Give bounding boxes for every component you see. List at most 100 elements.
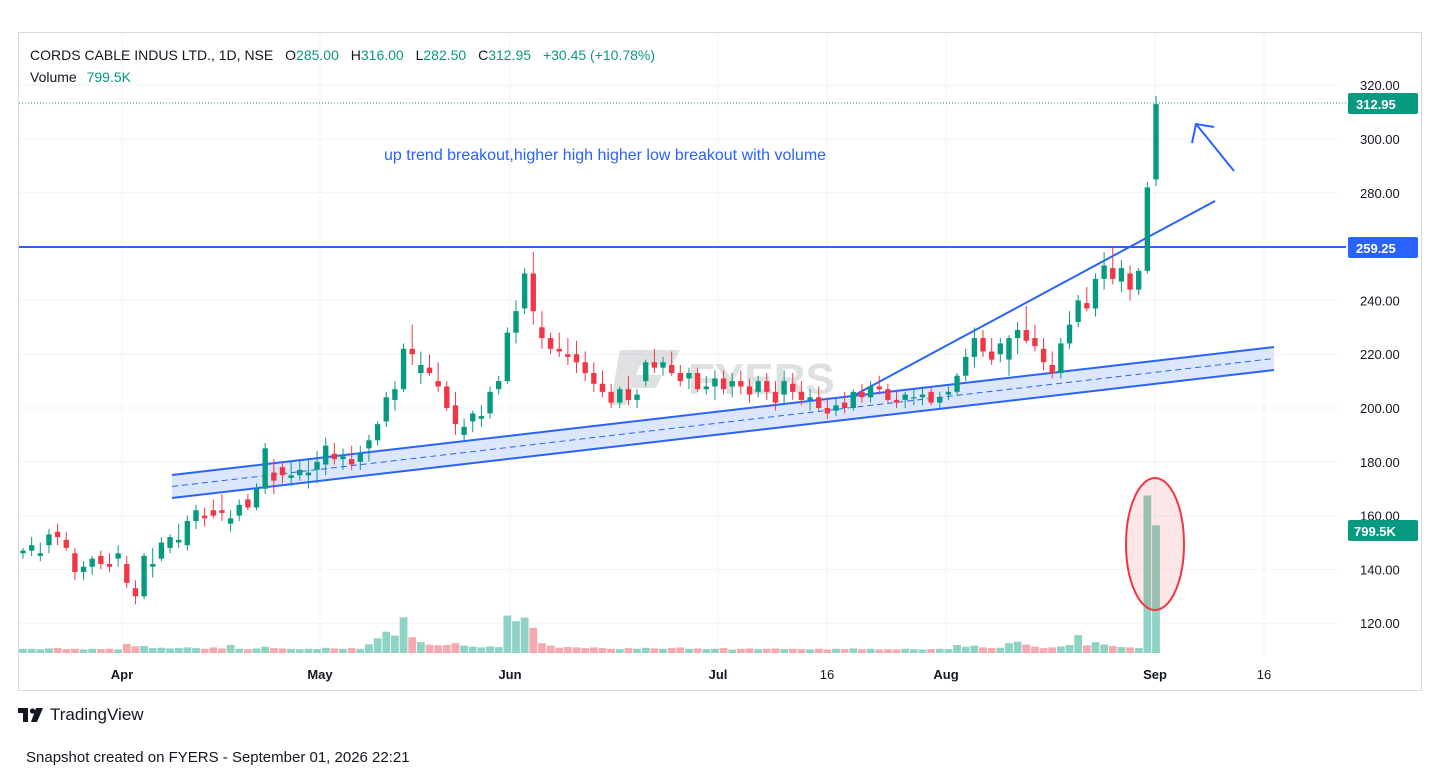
volume-bar — [45, 648, 53, 653]
candle-body — [444, 386, 450, 408]
volume-bar — [183, 647, 192, 653]
volume-bar — [88, 648, 97, 653]
candle-body — [660, 362, 666, 368]
candle-body — [1110, 268, 1116, 279]
volume-bar — [468, 646, 477, 653]
volume-bar — [702, 649, 711, 653]
candle-body — [496, 381, 502, 390]
volume-bar — [849, 648, 858, 653]
change-value: +30.45 (+10.78%) — [542, 47, 656, 63]
candle-body — [63, 539, 69, 548]
volume-bar — [36, 649, 45, 653]
candle-body — [651, 362, 658, 368]
volume-bar — [581, 648, 590, 653]
volume-bar — [659, 648, 667, 653]
candle-body — [409, 348, 415, 355]
candle-body — [988, 351, 995, 360]
volume-bar — [287, 648, 296, 653]
volume-bar — [131, 646, 140, 653]
volume-bar — [953, 644, 961, 653]
candle-body — [1032, 338, 1038, 347]
volume-bar — [1134, 648, 1143, 653]
candle-body — [141, 555, 147, 597]
candle-body — [124, 564, 130, 583]
volume-bar — [563, 647, 572, 653]
candle-body — [340, 456, 346, 460]
x-tick-label: Jun — [498, 667, 521, 682]
volume-bar — [538, 643, 546, 653]
volume-bar — [1117, 647, 1126, 653]
candle-body — [859, 391, 865, 398]
volume-bar — [1013, 641, 1022, 653]
volume-bar — [797, 649, 806, 653]
candle-body — [1023, 329, 1029, 341]
volume-bar — [252, 648, 261, 653]
candle-body — [374, 424, 381, 441]
volume-bar — [711, 648, 719, 653]
candle-body — [1084, 303, 1090, 309]
volume-bar — [589, 647, 598, 653]
candle-body — [1058, 343, 1064, 374]
y-tick-label: 140.00 — [1360, 562, 1400, 577]
candle-body — [54, 531, 61, 538]
y-tick-label: 280.00 — [1360, 186, 1400, 201]
candle-body — [383, 397, 389, 422]
volume-label: Volume — [30, 69, 77, 85]
volume-bar — [209, 647, 218, 653]
candle-body — [115, 553, 121, 559]
volume-bar — [719, 648, 728, 653]
volume-bar — [486, 646, 494, 653]
candle-body — [937, 397, 943, 403]
volume-bar — [572, 647, 581, 653]
candle-body — [262, 448, 268, 489]
candle-body — [720, 378, 727, 390]
candle-body — [617, 389, 623, 403]
candle-body — [366, 440, 372, 449]
volume-bar — [650, 648, 659, 653]
volume-bar — [269, 648, 278, 653]
volume-bar — [235, 648, 244, 653]
volume-bar — [520, 617, 529, 653]
candle-body — [547, 338, 554, 349]
candle-body — [175, 539, 182, 543]
low-value: 282.50 — [423, 47, 467, 63]
candle-body — [764, 381, 770, 392]
candle-body — [418, 364, 424, 374]
volume-bar — [304, 648, 313, 653]
volume-bar — [944, 649, 953, 653]
candle-body — [357, 453, 363, 462]
volume-bar — [832, 648, 840, 653]
candle-body — [271, 472, 277, 481]
volume-bar — [114, 649, 123, 653]
candle-body — [807, 397, 813, 400]
candle-body — [80, 566, 87, 573]
x-tick-label: 16 — [820, 667, 834, 682]
candle-body — [729, 381, 735, 387]
volume-bar — [901, 648, 910, 653]
x-axis: Apr May Jun Jul 16 Aug Sep 16 — [111, 667, 1271, 682]
volume-bar — [685, 648, 693, 653]
volume-bar — [166, 648, 174, 653]
volume-bar — [382, 631, 391, 653]
candle-body — [963, 356, 969, 376]
x-tick-label: May — [307, 667, 333, 682]
candle-body — [297, 469, 303, 476]
volume-value: 799.5K — [86, 69, 131, 85]
candle-body — [893, 399, 900, 403]
volume-bar — [122, 643, 131, 653]
candle-body — [28, 545, 35, 551]
candle-body — [37, 553, 43, 556]
volume-bar — [935, 648, 944, 653]
volume-bar — [1048, 647, 1057, 653]
volume-bar — [555, 647, 564, 653]
tradingview-logo-icon — [18, 708, 43, 722]
volume-bar — [806, 649, 814, 653]
volume-bar — [1056, 646, 1065, 653]
tradingview-brand[interactable]: TradingView — [18, 705, 144, 725]
candle-body — [219, 510, 225, 513]
chart-frame — [18, 32, 1422, 691]
x-tick-label: Aug — [933, 667, 958, 682]
candle-body — [876, 386, 882, 390]
candle-body — [392, 389, 398, 400]
